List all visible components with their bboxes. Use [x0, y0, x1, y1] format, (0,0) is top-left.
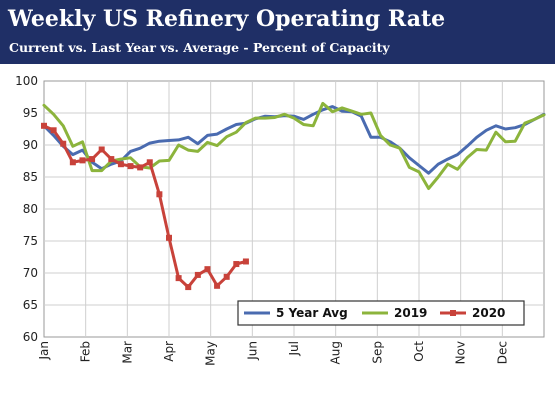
data-point-2020 — [204, 266, 211, 273]
data-point-2020 — [146, 159, 153, 166]
gridlines — [44, 81, 544, 337]
data-point-2020 — [233, 261, 240, 268]
y-tick-label: 95 — [23, 106, 38, 120]
data-point-2020 — [175, 275, 182, 282]
y-tick-label: 75 — [23, 234, 38, 248]
data-point-2020 — [117, 161, 124, 168]
legend: 5 Year Avg 2019 2020 — [237, 300, 525, 326]
legend-label: 2019 — [394, 306, 427, 320]
data-point-2020 — [89, 156, 96, 163]
legend-marker — [450, 310, 456, 316]
x-tick-label: Oct — [412, 341, 426, 362]
data-point-2020 — [79, 157, 86, 164]
data-point-2020 — [185, 284, 192, 291]
x-tick-label: May — [204, 341, 218, 366]
y-tick-label: 70 — [23, 266, 38, 280]
legend-label: 2020 — [472, 306, 505, 320]
x-tick-label: Jan — [37, 341, 51, 361]
y-tick-label: 65 — [23, 298, 38, 312]
x-tick-label: Sep — [370, 341, 384, 364]
series-line-2 — [42, 124, 248, 289]
x-tick-label: Dec — [495, 341, 509, 364]
x-tick-label: Aug — [329, 341, 343, 364]
data-point-2020 — [127, 163, 134, 170]
x-tick-label: Jul — [287, 341, 301, 356]
data-point-2020 — [41, 122, 47, 129]
data-point-2020 — [223, 273, 230, 280]
legend-label: 5 Year Avg — [276, 306, 348, 320]
data-point-2020 — [98, 146, 105, 153]
line-chart: 60 65 70 75 80 85 90 95 100 Jan Feb Mar Apr May Jun Ju… — [0, 64, 555, 400]
data-point-2020 — [50, 127, 57, 134]
chart-subtitle: Current vs. Last Year vs. Average - Perc… — [9, 40, 390, 55]
x-tick-label: Apr — [162, 341, 176, 362]
y-axis-ticks: 60 65 70 75 80 85 90 95 100 — [15, 74, 38, 344]
data-point-2020 — [214, 282, 221, 289]
x-tick-label: Feb — [79, 341, 93, 362]
y-tick-label: 90 — [23, 138, 38, 152]
x-tick-label: Jun — [245, 341, 259, 361]
series-line-0 — [42, 105, 546, 175]
y-tick-label: 80 — [23, 202, 38, 216]
y-tick-label: 100 — [15, 74, 38, 88]
data-point-2020 — [156, 191, 163, 198]
data-point-2020 — [108, 156, 115, 163]
chart-header: Weekly US Refinery Operating Rate Curren… — [0, 0, 555, 64]
data-point-2020 — [60, 140, 67, 147]
data-point-2020 — [166, 234, 172, 241]
series-line-1 — [42, 101, 546, 190]
data-point-2020 — [137, 164, 144, 171]
chart-title: Weekly US Refinery Operating Rate — [8, 6, 446, 32]
y-tick-label: 85 — [23, 170, 38, 184]
series-group — [41, 101, 546, 291]
data-point-2020 — [242, 258, 249, 265]
data-point-2020 — [69, 159, 76, 166]
x-tick-label: Nov — [454, 341, 468, 364]
y-tick-label: 60 — [23, 330, 38, 344]
data-point-2020 — [194, 271, 201, 278]
x-tick-label: Mar — [120, 341, 134, 364]
x-axis-ticks: Jan Feb Mar Apr May Jun Jul Aug Sep Oct Nov Dec — [37, 341, 509, 366]
